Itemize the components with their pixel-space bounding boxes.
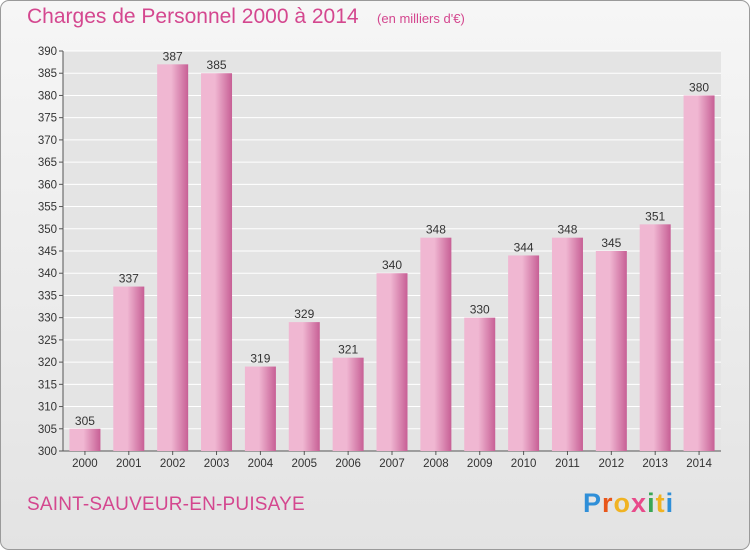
logo-letter: i (665, 488, 675, 518)
value-label: 340 (382, 258, 402, 272)
y-tick-label: 330 (38, 313, 57, 325)
city-name: SAINT-SAUVEUR-EN-PUISAYE (27, 494, 305, 515)
y-tick-label: 360 (38, 179, 57, 191)
value-label: 351 (645, 209, 665, 223)
x-tick-label: 2014 (686, 458, 712, 470)
bar[interactable] (464, 317, 496, 451)
x-tick-label: 2008 (423, 458, 449, 470)
y-tick-label: 380 (38, 90, 57, 102)
bar[interactable] (420, 237, 452, 451)
y-tick-label: 300 (38, 446, 57, 458)
bar[interactable] (157, 64, 189, 452)
value-label: 337 (119, 272, 139, 286)
logo-letter: r (602, 488, 614, 518)
value-label: 344 (514, 240, 534, 254)
y-tick-label: 325 (38, 335, 57, 347)
logo-letter: o (613, 488, 632, 518)
bar[interactable] (551, 237, 583, 451)
y-tick-label: 345 (38, 246, 57, 258)
bar[interactable] (508, 255, 540, 451)
bar[interactable] (376, 273, 408, 451)
bars (69, 64, 715, 452)
bar[interactable] (332, 357, 364, 451)
bar[interactable] (201, 73, 233, 451)
y-tick-label: 340 (38, 268, 57, 280)
x-tick-label: 2004 (248, 458, 274, 470)
x-tick-label: 2002 (160, 458, 186, 470)
y-tick-label: 375 (38, 113, 57, 125)
title-row: Charges de Personnel 2000 à 2014 (en mil… (27, 5, 465, 29)
bar[interactable] (683, 95, 715, 451)
bar[interactable] (69, 428, 101, 451)
value-labels: 305 337 387 385 319 329 321 340 348 330 344 348 345 3… (75, 49, 709, 427)
value-label: 387 (163, 49, 183, 63)
value-label: 330 (470, 303, 490, 317)
value-label: 319 (250, 352, 270, 366)
value-label: 329 (294, 307, 314, 321)
x-tick-label: 2006 (335, 458, 361, 470)
value-label: 321 (338, 343, 358, 357)
x-tick-label: 2001 (116, 458, 142, 470)
bar[interactable] (113, 286, 145, 451)
logo-letter: i (647, 488, 656, 518)
value-label: 305 (75, 414, 95, 428)
value-label: 345 (601, 236, 621, 250)
logo-letter: P (583, 488, 603, 518)
bar[interactable] (639, 224, 671, 451)
y-tick-label: 385 (38, 68, 57, 80)
x-tick-label: 2012 (599, 458, 625, 470)
bar[interactable] (595, 251, 627, 451)
value-label: 385 (207, 58, 227, 72)
y-tick-label: 335 (38, 290, 57, 302)
y-tick-label: 310 (38, 402, 57, 414)
value-label: 348 (557, 223, 577, 237)
chart-title: Charges de Personnel 2000 à 2014 (27, 5, 359, 28)
y-tick-label: 370 (38, 135, 57, 147)
x-tick-label: 2000 (72, 458, 98, 470)
x-tick-label: 2013 (642, 458, 668, 470)
y-tick-label: 355 (38, 202, 57, 214)
bar[interactable] (288, 322, 320, 451)
x-tick-label: 2007 (379, 458, 405, 470)
logo-letter: x (631, 488, 648, 518)
y-tick-label: 350 (38, 224, 57, 236)
x-tick-label: 2003 (204, 458, 230, 470)
x-tick-label: 2005 (291, 458, 317, 470)
y-tick-label: 315 (38, 379, 57, 391)
value-label: 348 (426, 223, 446, 237)
y-tick-label: 365 (38, 157, 57, 169)
chart-subtitle: (en milliers d'€) (377, 11, 465, 26)
y-tick-label: 320 (38, 357, 57, 369)
bar[interactable] (244, 366, 276, 451)
x-tick-label: 2010 (511, 458, 537, 470)
proxiti-logo[interactable]: Proxiti (583, 488, 674, 519)
x-tick-label: 2011 (555, 458, 580, 470)
value-label: 380 (689, 80, 709, 94)
y-tick-label: 305 (38, 424, 57, 436)
y-tick-label: 390 (38, 46, 57, 58)
logo-letter: t (655, 488, 666, 518)
x-tick-label: 2009 (467, 458, 493, 470)
